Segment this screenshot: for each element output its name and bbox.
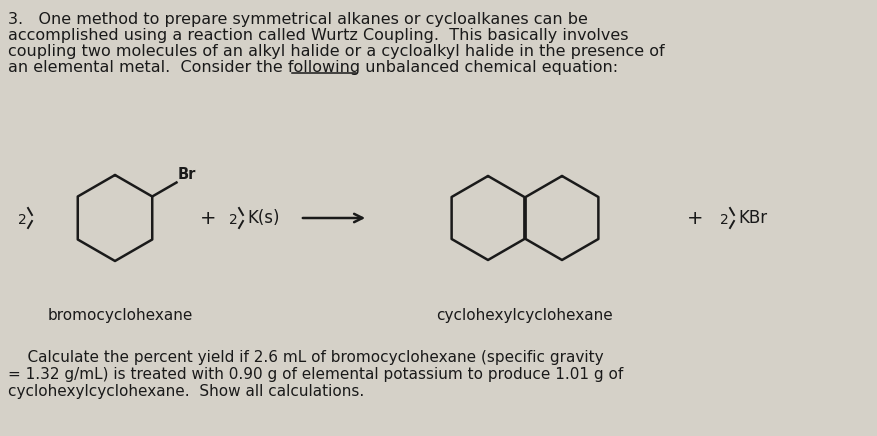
Text: cyclohexylcyclohexane.  Show all calculations.: cyclohexylcyclohexane. Show all calculat… [8,384,364,399]
Text: coupling two molecules of an alkyl halide or a cycloalkyl halide in the presence: coupling two molecules of an alkyl halid… [8,44,665,59]
Text: 3.   One method to prepare symmetrical alkanes or cycloalkanes can be: 3. One method to prepare symmetrical alk… [8,12,588,27]
Text: an elemental metal.  Consider the following unbalanced chemical equation:: an elemental metal. Consider the followi… [8,60,618,75]
Text: +: + [687,208,703,228]
Text: bromocyclohexane: bromocyclohexane [48,308,193,323]
Text: cyclohexylcyclohexane: cyclohexylcyclohexane [437,308,613,323]
Text: 2: 2 [229,213,238,227]
Text: KBr: KBr [738,209,767,227]
Text: accomplished using a reaction called Wurtz Coupling.  This basically involves: accomplished using a reaction called Wur… [8,28,629,43]
Text: 2: 2 [720,213,729,227]
Text: Calculate the percent yield if 2.6 mL of bromocyclohexane (specific gravity: Calculate the percent yield if 2.6 mL of… [8,350,603,365]
Text: Br: Br [177,167,196,181]
Text: +: + [200,208,217,228]
Text: 2: 2 [18,213,26,227]
Text: = 1.32 g/mL) is treated with 0.90 g of elemental potassium to produce 1.01 g of: = 1.32 g/mL) is treated with 0.90 g of e… [8,367,624,382]
Text: K(s): K(s) [247,209,280,227]
